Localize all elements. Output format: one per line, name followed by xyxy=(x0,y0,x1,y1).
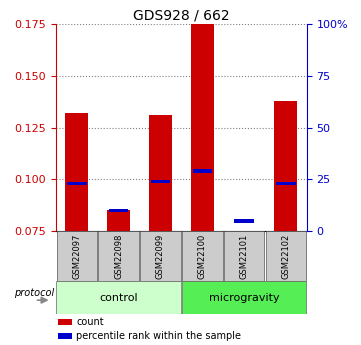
Bar xyxy=(58,319,72,325)
Bar xyxy=(109,209,129,212)
Bar xyxy=(58,333,72,339)
Text: count: count xyxy=(76,317,104,327)
Bar xyxy=(192,169,212,173)
Text: microgravity: microgravity xyxy=(209,293,279,303)
Bar xyxy=(65,113,88,231)
Title: GDS928 / 662: GDS928 / 662 xyxy=(133,9,230,23)
Text: control: control xyxy=(99,293,138,303)
FancyBboxPatch shape xyxy=(266,231,306,281)
FancyBboxPatch shape xyxy=(57,231,97,281)
FancyBboxPatch shape xyxy=(140,231,181,281)
Bar xyxy=(67,182,87,185)
Text: percentile rank within the sample: percentile rank within the sample xyxy=(76,331,241,341)
Bar xyxy=(234,219,254,223)
Text: GSM22098: GSM22098 xyxy=(114,234,123,279)
FancyBboxPatch shape xyxy=(224,231,264,281)
Text: GSM22099: GSM22099 xyxy=(156,234,165,279)
Bar xyxy=(274,101,297,231)
FancyBboxPatch shape xyxy=(56,281,181,314)
Text: GSM22100: GSM22100 xyxy=(198,234,207,279)
FancyBboxPatch shape xyxy=(182,231,223,281)
Text: GSM22097: GSM22097 xyxy=(72,234,81,279)
Bar xyxy=(191,24,214,231)
FancyBboxPatch shape xyxy=(182,281,306,314)
Bar xyxy=(149,115,172,231)
Bar xyxy=(151,180,170,183)
Bar xyxy=(276,182,296,185)
Text: protocol: protocol xyxy=(14,288,54,298)
FancyBboxPatch shape xyxy=(99,231,139,281)
Text: GSM22101: GSM22101 xyxy=(240,234,249,279)
Bar xyxy=(107,210,130,231)
Text: GSM22102: GSM22102 xyxy=(282,234,291,279)
